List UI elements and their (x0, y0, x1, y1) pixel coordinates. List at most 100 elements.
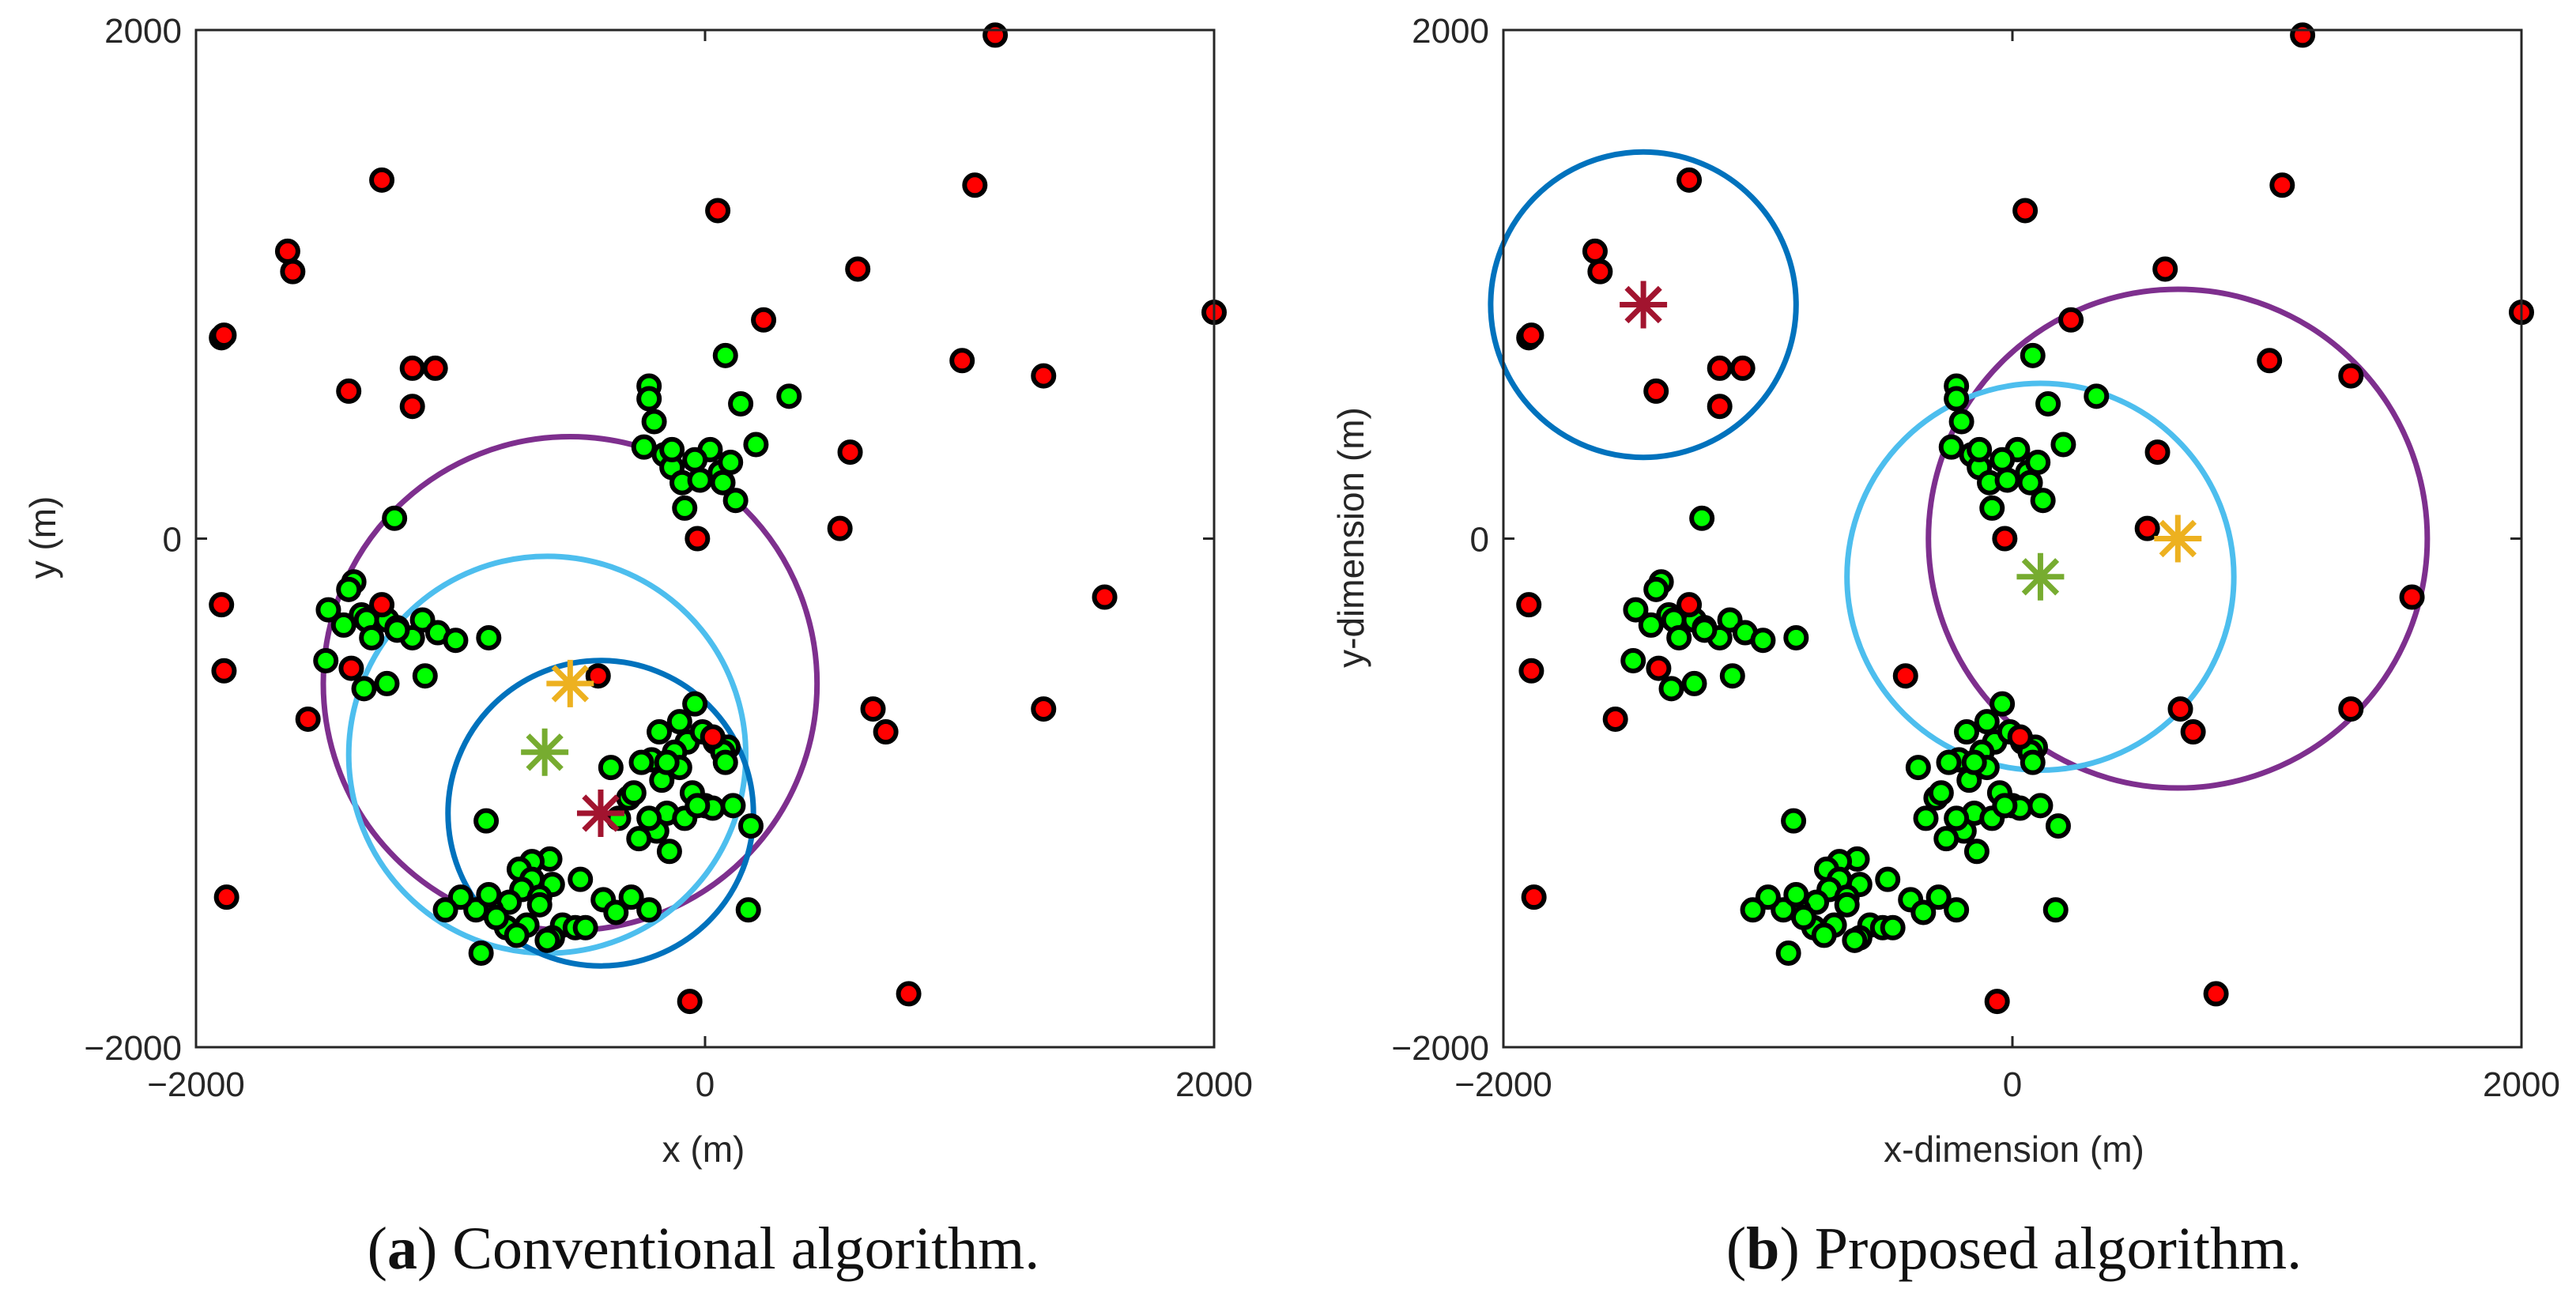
green-point (384, 617, 410, 643)
green-point (483, 904, 509, 930)
green-point (1717, 607, 1743, 633)
green-point (712, 749, 738, 775)
red-point (422, 355, 448, 381)
green-point (735, 897, 761, 923)
red-point (949, 348, 975, 374)
caption-letter: a (387, 1216, 417, 1282)
red-point (896, 981, 922, 1007)
yellow-star-marker (2154, 515, 2202, 563)
panel-caption: (b) Proposed algorithm. (1726, 1216, 2302, 1282)
green-point (1842, 927, 1868, 953)
y-axis-label: y (m) (22, 496, 63, 579)
green-point (1811, 922, 1837, 948)
point-group (209, 22, 1227, 1015)
green-point (1928, 780, 1954, 806)
green-point (473, 808, 500, 834)
star-stroke (1624, 285, 1662, 324)
green-point (737, 813, 764, 839)
green-point (659, 436, 685, 462)
red-point (2338, 363, 2364, 389)
red-point (338, 655, 364, 681)
y-axis-label: y-dimension (m) (1330, 407, 1371, 668)
red-point (1582, 238, 1608, 264)
x-tick-label: −2000 (147, 1065, 245, 1104)
green-point (620, 780, 647, 806)
x-tick-label: 0 (696, 1065, 715, 1104)
green-point (710, 469, 736, 496)
green-point (1750, 628, 1776, 654)
green-point (1925, 884, 1952, 910)
green-point (526, 891, 553, 918)
green-point (2045, 813, 2071, 839)
red-point (983, 22, 1009, 48)
green-point (672, 495, 698, 521)
green-point (1944, 805, 1970, 831)
green-star-marker (2016, 552, 2065, 601)
red-point (274, 238, 300, 264)
red-point (369, 167, 395, 193)
x-tick-label: 0 (2003, 1065, 2022, 1104)
green-point (1775, 940, 1801, 966)
green-point (359, 624, 385, 650)
caption-open-paren: ( (368, 1216, 387, 1282)
point-group (1516, 22, 2534, 1015)
x-tick-label: 2000 (2483, 1065, 2560, 1104)
red-point (2012, 198, 2039, 224)
y-tick-label: −2000 (1391, 1029, 1489, 1068)
green-point (776, 383, 802, 409)
red-point (295, 706, 321, 732)
red-point (2338, 696, 2364, 722)
green-point (1790, 904, 1816, 930)
red-point (1707, 394, 1733, 420)
red-point (845, 256, 871, 282)
red-point (1521, 884, 1547, 910)
green-point (2050, 432, 2076, 458)
green-point (1643, 576, 1669, 602)
red-point (1518, 322, 1544, 349)
green-point (330, 612, 356, 638)
red-point (369, 592, 395, 618)
red-point (677, 989, 703, 1015)
x-axis-label: x-dimension (m) (1884, 1129, 2144, 1170)
circle-group (320, 434, 820, 969)
green-point (1944, 897, 1970, 923)
panel-a: −2000 0 2000 −2000 0 2000 x (m) y (m) (a) Conven… (22, 12, 1253, 1282)
green-point (647, 719, 673, 745)
star-stroke (582, 794, 620, 832)
green-point (1638, 612, 1664, 638)
caption-close-paren: ) (417, 1216, 452, 1282)
green-point (1974, 709, 2000, 735)
green-point (682, 447, 708, 473)
green-point (1990, 691, 2016, 717)
green-point (718, 449, 744, 475)
red-point (1516, 592, 1542, 618)
green-point (636, 805, 662, 831)
green-point (534, 927, 560, 953)
green-point (336, 576, 362, 602)
green-point (1783, 624, 1809, 650)
red-point (209, 592, 235, 618)
green-point (476, 624, 502, 650)
green-point (1992, 793, 2018, 819)
green-point (2030, 488, 2056, 514)
green-point (628, 749, 654, 775)
green-point (2020, 749, 2046, 775)
y-tick-label: −2000 (84, 1029, 182, 1068)
green-point (626, 826, 652, 852)
red-point (1676, 167, 1703, 193)
star-group (1620, 281, 2202, 601)
red-point (1992, 526, 2018, 552)
red-point (1518, 658, 1544, 684)
green-point (603, 899, 629, 925)
green-point (432, 897, 458, 923)
green-point (1620, 647, 1646, 673)
star-group (521, 659, 624, 837)
green-point (743, 432, 769, 458)
green-point (1783, 881, 1809, 907)
green-point (374, 670, 400, 696)
red-point (1602, 706, 1628, 732)
green-point (641, 409, 667, 435)
red-point (2399, 584, 2425, 610)
x-axis-label: x (m) (662, 1129, 745, 1170)
